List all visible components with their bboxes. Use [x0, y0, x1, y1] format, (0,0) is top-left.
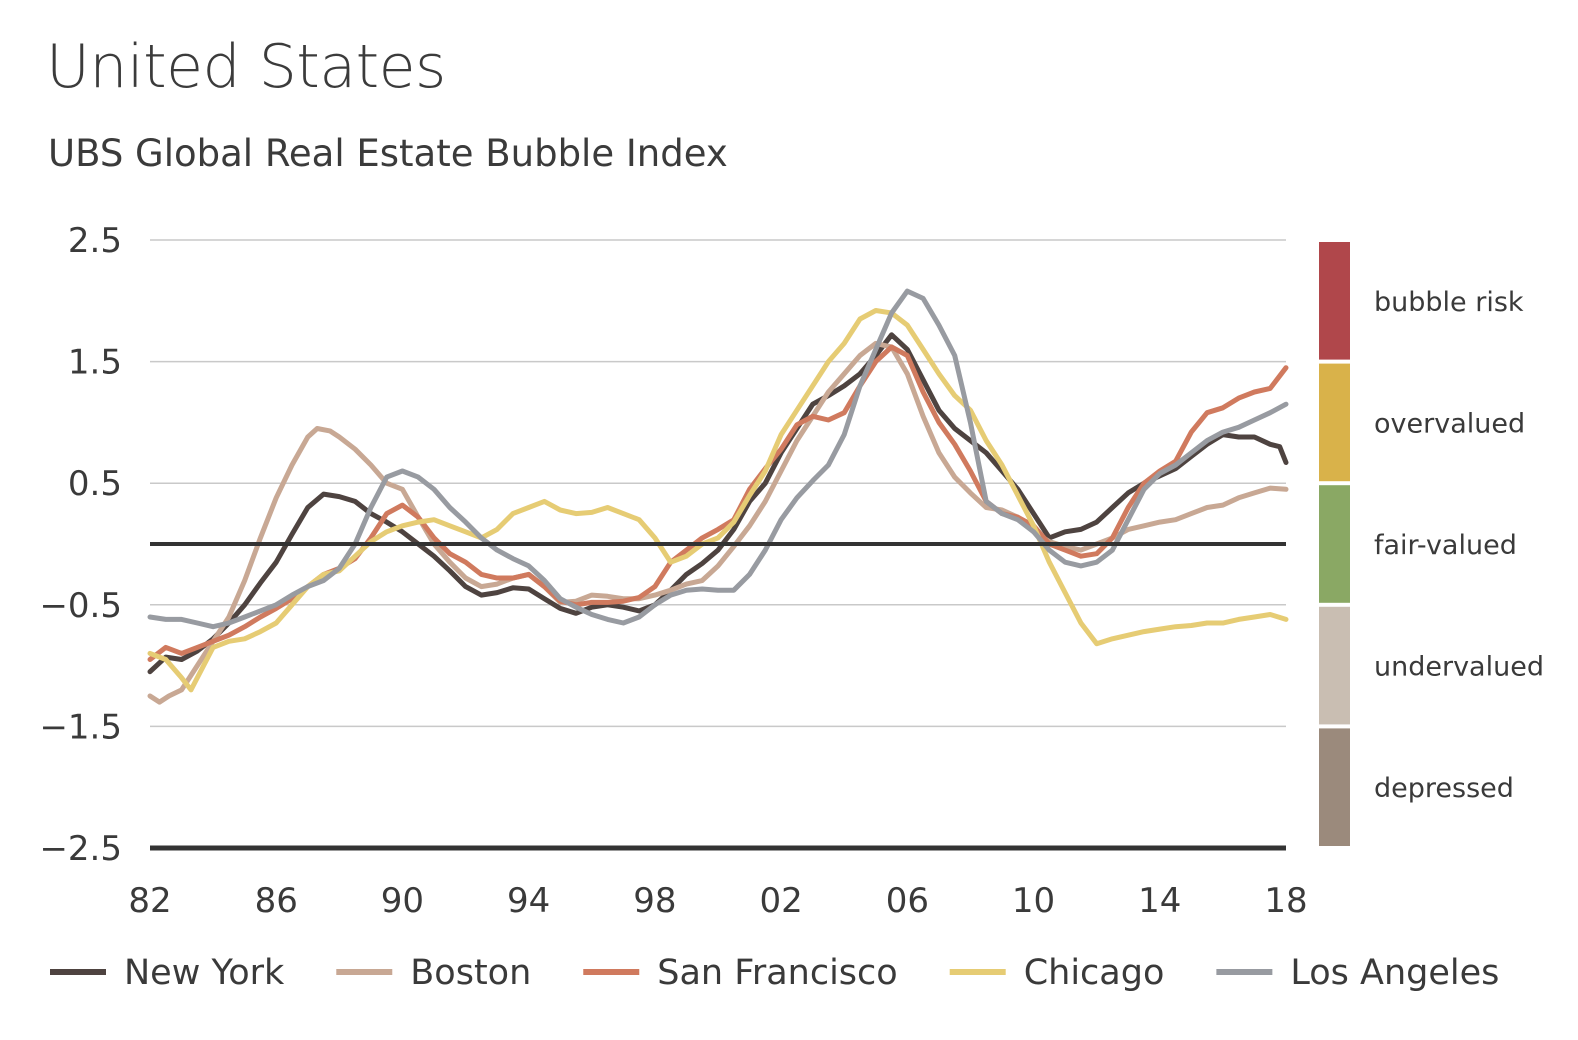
series-lines: [147, 288, 1289, 705]
band-label: overvalued: [1374, 408, 1525, 439]
y-tick-label: −2.5: [39, 829, 122, 869]
x-tick-label: 90: [381, 881, 424, 921]
axis-lines: [150, 542, 1286, 851]
series-line-chicago: [147, 308, 1289, 693]
band-fair-valued: [1319, 485, 1350, 603]
x-axis: 82 86 90 94 98 02 06 10 14 18: [128, 881, 1307, 921]
band-label: undervalued: [1374, 652, 1544, 683]
x-tick-label: 10: [1012, 881, 1055, 921]
band-bubble-risk: [1319, 242, 1350, 360]
grid-lines: [150, 239, 1286, 728]
band-depressed: [1319, 728, 1350, 846]
y-axis: 2.5 1.5 0.5 −0.5 −1.5 −2.5: [39, 221, 122, 869]
y-tick-label: 2.5: [68, 221, 122, 261]
y-tick-label: −1.5: [39, 707, 122, 747]
legend-label: New York: [124, 953, 285, 993]
chart-subtitle: UBS Global Real Estate Bubble Index: [48, 132, 728, 175]
y-tick-label: 1.5: [68, 343, 122, 383]
legend: New York Boston San Francisco Chicago Los An…: [50, 953, 1499, 993]
valuation-bands: bubble risk overvalued fair-valued underval…: [1319, 242, 1544, 846]
x-tick-label: 18: [1264, 881, 1307, 921]
x-tick-label: 02: [759, 881, 802, 921]
x-tick-label: 86: [255, 881, 298, 921]
legend-label: Los Angeles: [1290, 953, 1499, 993]
legend-label: San Francisco: [657, 953, 897, 993]
series-line-boston: [147, 340, 1289, 705]
x-tick-label: 94: [507, 881, 550, 921]
band-label: depressed: [1374, 773, 1514, 804]
band-label: fair-valued: [1374, 530, 1517, 561]
series-line-los-angeles: [147, 288, 1289, 630]
band-undervalued: [1319, 606, 1350, 725]
legend-label: Chicago: [1024, 953, 1165, 993]
x-tick-label: 14: [1138, 881, 1181, 921]
y-tick-label: −0.5: [39, 586, 122, 626]
x-tick-label: 82: [128, 881, 171, 921]
band-overvalued: [1319, 363, 1350, 482]
series-line-new-york: [147, 332, 1289, 675]
legend-label: Boston: [410, 953, 531, 993]
x-tick-label: 06: [886, 881, 929, 921]
band-label: bubble risk: [1374, 287, 1524, 318]
chart-title: United States: [46, 32, 446, 102]
x-tick-label: 98: [633, 881, 676, 921]
y-tick-label: 0.5: [68, 464, 122, 504]
